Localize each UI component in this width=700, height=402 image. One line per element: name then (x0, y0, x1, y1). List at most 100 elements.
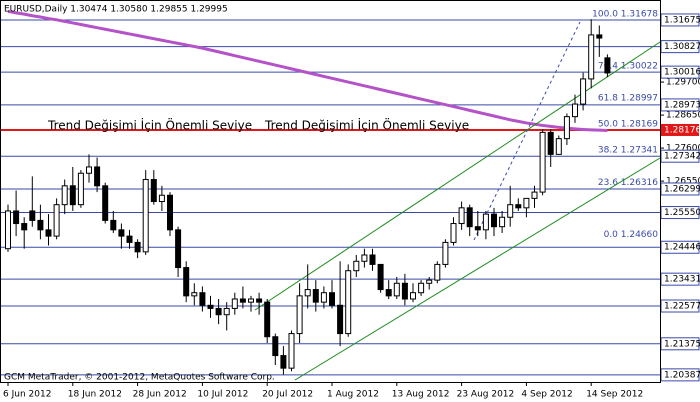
fib-label: 50.0 1.28169 (598, 120, 658, 130)
y-tick-label: 1.29700 (666, 78, 700, 88)
drawing-objects (254, 21, 661, 381)
x-tick-label: 20 Jul 2012 (262, 390, 313, 400)
candle-body (596, 34, 603, 39)
candle-body (296, 295, 303, 335)
candle-body (37, 219, 44, 231)
candle-body (77, 172, 84, 206)
level-label: 1.31675 (664, 15, 700, 25)
level-label: 1.20387 (664, 370, 700, 380)
candle-body (547, 131, 554, 155)
x-tick-label: 18 Jun 2012 (68, 390, 122, 400)
level-label: 1.23431 (664, 275, 700, 285)
candle-body (288, 333, 295, 369)
candle-body (199, 292, 206, 306)
candle-body (13, 210, 20, 225)
candle-body (418, 282, 425, 294)
candle-body (320, 292, 327, 303)
level-label: 1.27342 (664, 152, 700, 162)
x-tick-label: 14 Sep 2012 (586, 390, 643, 400)
candle-body (29, 210, 36, 221)
footer: GCM MetaTrader, © 2001-2012, MetaQuotes … (4, 373, 275, 383)
annotation: Trend Değişimi İçin Önemli Seviye (47, 117, 252, 133)
candle-body (572, 103, 578, 118)
candle-body (304, 289, 311, 297)
candle-body (102, 185, 109, 221)
fibo-line (473, 21, 581, 241)
candle-body (410, 292, 416, 300)
candle-body (312, 289, 319, 303)
chart-title: EURUSD,Daily 1.30474 1.30580 1.29855 1.2… (4, 5, 228, 15)
trend-channel-upper (254, 41, 661, 311)
fib-label: 76.4 1.30022 (598, 61, 658, 71)
level-label: 1.28973 (664, 100, 700, 110)
candle-body (450, 223, 457, 243)
candle-body (183, 267, 190, 297)
x-tick-label: 6 Jun 2012 (3, 390, 51, 400)
x-tick-label: 13 Aug 2012 (392, 390, 450, 400)
candle-body (385, 289, 392, 297)
candle-body (580, 78, 587, 105)
candle-body (531, 191, 538, 199)
level-label: 1.25550 (664, 208, 700, 218)
candle-body (239, 298, 246, 303)
fib-label: 23.6 1.26316 (598, 178, 658, 188)
candle-body (507, 204, 514, 218)
candle-body (207, 304, 214, 309)
candle-body (248, 298, 254, 303)
candle-body (167, 194, 173, 231)
candle-body (158, 194, 165, 203)
candle-body (256, 298, 263, 303)
candle-body (426, 279, 433, 284)
key-level-label: 1.28176 (664, 125, 700, 135)
candle-body (5, 210, 11, 250)
candle-body (539, 131, 546, 193)
candle-body (45, 229, 52, 237)
candle-body (499, 216, 506, 228)
level-label: 1.30016 (664, 68, 700, 78)
candle-body (401, 282, 408, 300)
y-tick-label: 1.26550 (666, 177, 700, 187)
candle-body (393, 282, 400, 297)
candle-body (272, 336, 279, 357)
candle-body (61, 185, 68, 206)
candle-body (69, 185, 76, 206)
candle-body (134, 241, 141, 253)
candle-body (118, 229, 125, 237)
candle-body (86, 166, 92, 174)
candle-body (264, 301, 271, 338)
x-tick-label: 1 Aug 2012 (327, 390, 379, 400)
trend-channel-lower (294, 157, 661, 381)
level-label: 1.22577 (664, 302, 700, 312)
candle-body (329, 292, 335, 306)
x-tick-label: 23 Aug 2012 (457, 390, 515, 400)
candle-body (280, 355, 287, 369)
candle-body (361, 254, 368, 262)
candle-body (442, 241, 449, 265)
fib-label: 38.2 1.27341 (598, 146, 658, 156)
candle-body (588, 34, 595, 80)
candle-body (175, 229, 182, 269)
x-tick-label: 28 Jun 2012 (133, 390, 187, 400)
candle-body (223, 307, 230, 316)
candle-body (523, 197, 530, 209)
candle-body (604, 57, 611, 74)
candle-body (191, 292, 198, 297)
moving-average (7, 9, 608, 132)
candle-body (353, 260, 360, 272)
candle-body (474, 226, 481, 231)
level-label: 1.26299 (664, 184, 700, 194)
x-tick-label: 10 Jul 2012 (197, 390, 248, 400)
candle-body (515, 204, 522, 209)
candle-body (94, 166, 101, 187)
candle-body (21, 223, 28, 231)
candle-body (215, 307, 222, 316)
plot-frame (0, 0, 661, 383)
candle-body (150, 179, 157, 203)
candle-body (231, 298, 238, 309)
candle-body (142, 179, 149, 253)
candle-body (555, 138, 562, 155)
candle-body (466, 207, 473, 228)
candle-body (434, 263, 441, 281)
candle-body (563, 116, 570, 140)
